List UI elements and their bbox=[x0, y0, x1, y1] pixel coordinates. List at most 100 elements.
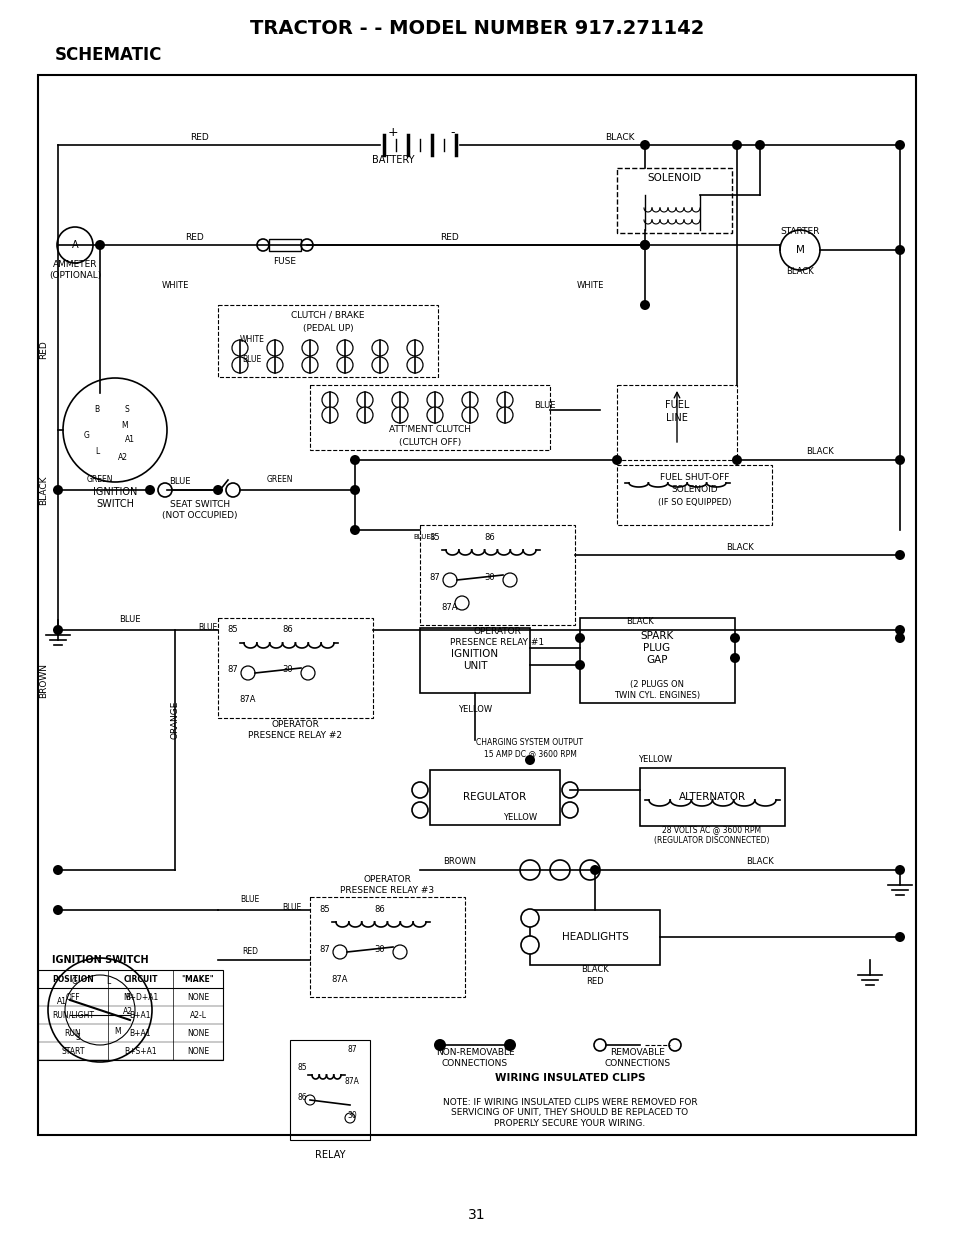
Bar bbox=[639, 768, 784, 826]
Circle shape bbox=[305, 1095, 314, 1105]
Text: BLACK: BLACK bbox=[625, 617, 653, 627]
Circle shape bbox=[267, 339, 283, 356]
Bar bbox=[269, 239, 301, 252]
Circle shape bbox=[894, 140, 904, 150]
Text: RED: RED bbox=[440, 233, 459, 242]
Text: BATTERY: BATTERY bbox=[372, 155, 414, 165]
Bar bbox=[617, 169, 731, 233]
Circle shape bbox=[53, 624, 63, 636]
Text: 87: 87 bbox=[228, 665, 238, 674]
Text: 87A: 87A bbox=[239, 695, 256, 705]
Circle shape bbox=[213, 484, 223, 496]
Text: 31: 31 bbox=[468, 1208, 485, 1222]
Circle shape bbox=[461, 406, 477, 422]
Circle shape bbox=[336, 357, 353, 373]
Text: SPARK
PLUG
GAP: SPARK PLUG GAP bbox=[639, 632, 673, 664]
Bar bbox=[290, 1040, 370, 1140]
Text: 87: 87 bbox=[319, 944, 330, 954]
Text: 85: 85 bbox=[429, 533, 440, 541]
Text: 87A: 87A bbox=[332, 975, 348, 984]
Circle shape bbox=[612, 455, 621, 465]
Text: IGNITION SWITCH: IGNITION SWITCH bbox=[51, 955, 148, 965]
Text: IGNITION
UNIT: IGNITION UNIT bbox=[451, 649, 498, 670]
Text: M+D+A1: M+D+A1 bbox=[123, 992, 158, 1001]
Circle shape bbox=[350, 484, 359, 496]
Text: 86: 86 bbox=[375, 904, 385, 913]
Text: TRACTOR - - MODEL NUMBER 917.271142: TRACTOR - - MODEL NUMBER 917.271142 bbox=[250, 19, 703, 37]
Text: SOLENOID: SOLENOID bbox=[646, 173, 700, 183]
Circle shape bbox=[731, 455, 741, 465]
Text: NOTE: IF WIRING INSULATED CLIPS WERE REMOVED FOR
SERVICING OF UNIT, THEY SHOULD : NOTE: IF WIRING INSULATED CLIPS WERE REM… bbox=[442, 1098, 697, 1127]
Text: (PEDAL UP): (PEDAL UP) bbox=[302, 323, 353, 332]
Circle shape bbox=[372, 357, 388, 373]
Circle shape bbox=[639, 300, 649, 310]
Circle shape bbox=[894, 633, 904, 643]
Circle shape bbox=[894, 455, 904, 465]
Circle shape bbox=[731, 140, 741, 150]
Circle shape bbox=[57, 227, 92, 263]
Text: FUEL SHUT-OFF: FUEL SHUT-OFF bbox=[659, 472, 729, 482]
Circle shape bbox=[53, 484, 63, 496]
Bar bbox=[430, 769, 559, 825]
Text: B: B bbox=[125, 994, 131, 1002]
Circle shape bbox=[524, 865, 535, 875]
Bar bbox=[38, 76, 915, 1135]
Bar bbox=[419, 525, 575, 624]
Text: 30: 30 bbox=[347, 1110, 356, 1120]
Text: 30: 30 bbox=[282, 665, 293, 674]
Text: S: S bbox=[125, 405, 130, 415]
Text: NON-REMOVABLE
CONNECTIONS: NON-REMOVABLE CONNECTIONS bbox=[436, 1048, 514, 1068]
Circle shape bbox=[894, 550, 904, 560]
Text: B+A1: B+A1 bbox=[130, 1028, 152, 1037]
Text: WHITE: WHITE bbox=[239, 336, 264, 344]
Bar bbox=[218, 305, 437, 377]
Text: G: G bbox=[72, 978, 78, 986]
Text: BLUE: BLUE bbox=[119, 616, 141, 624]
Circle shape bbox=[392, 406, 408, 422]
Circle shape bbox=[226, 483, 240, 497]
Circle shape bbox=[497, 406, 513, 422]
Circle shape bbox=[668, 1040, 680, 1051]
Text: A1: A1 bbox=[125, 435, 135, 445]
Text: FUSE: FUSE bbox=[274, 258, 296, 266]
Text: YELLOW: YELLOW bbox=[502, 813, 537, 821]
Text: OPERATOR
PRESENCE RELAY #2: OPERATOR PRESENCE RELAY #2 bbox=[248, 720, 341, 740]
Circle shape bbox=[594, 1040, 605, 1051]
Circle shape bbox=[63, 378, 167, 482]
Circle shape bbox=[894, 245, 904, 255]
Circle shape bbox=[322, 406, 337, 422]
Circle shape bbox=[519, 860, 539, 880]
Text: YELLOW: YELLOW bbox=[638, 756, 671, 764]
Text: AMMETER
(OPTIONAL): AMMETER (OPTIONAL) bbox=[49, 260, 101, 280]
Circle shape bbox=[372, 339, 388, 356]
Circle shape bbox=[461, 392, 477, 408]
Text: YELLOW: YELLOW bbox=[457, 705, 492, 715]
Text: BLUE: BLUE bbox=[282, 902, 301, 912]
Text: GREEN: GREEN bbox=[267, 476, 293, 484]
Text: NONE: NONE bbox=[187, 1028, 209, 1037]
Circle shape bbox=[333, 945, 347, 959]
Text: HEADLIGHTS: HEADLIGHTS bbox=[561, 932, 628, 942]
Circle shape bbox=[350, 525, 359, 535]
Text: RED: RED bbox=[585, 978, 603, 986]
Circle shape bbox=[412, 802, 428, 818]
Circle shape bbox=[729, 633, 740, 643]
Circle shape bbox=[575, 660, 584, 670]
Text: OFF: OFF bbox=[66, 992, 80, 1001]
Text: "MAKE": "MAKE" bbox=[181, 975, 214, 984]
Circle shape bbox=[575, 633, 584, 643]
Text: 28 VOLTS AC @ 3600 RPM
(REGULATOR DISCONNECTED): 28 VOLTS AC @ 3600 RPM (REGULATOR DISCON… bbox=[654, 825, 769, 845]
Circle shape bbox=[53, 865, 63, 875]
Circle shape bbox=[356, 392, 373, 408]
Circle shape bbox=[392, 392, 408, 408]
Circle shape bbox=[894, 865, 904, 875]
Bar bbox=[38, 970, 223, 1061]
Circle shape bbox=[302, 339, 317, 356]
Text: RED: RED bbox=[186, 233, 204, 242]
Text: A2: A2 bbox=[118, 453, 128, 462]
Circle shape bbox=[301, 667, 314, 680]
Circle shape bbox=[455, 596, 469, 610]
Circle shape bbox=[497, 392, 513, 408]
Circle shape bbox=[550, 860, 569, 880]
Circle shape bbox=[442, 572, 456, 587]
